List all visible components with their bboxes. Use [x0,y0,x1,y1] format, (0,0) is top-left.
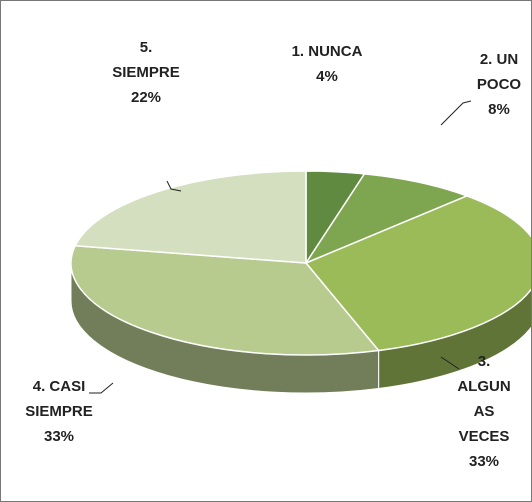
leader-lines [89,100,472,394]
slice-label: 5. SIEMPRE 22% [106,35,186,110]
category-label: 2. UN POCO [476,51,522,93]
leader-line [89,382,114,394]
slice [304,195,531,352]
slice-label: 1. NUNCA 4% [291,39,363,89]
leader-line [440,100,472,126]
category-label: 3. ALGUNAS VECES [457,353,511,445]
slice-label: 3. ALGUNAS VECES 33% [453,349,515,474]
category-label: 1. NUNCA [291,43,363,60]
slice [74,170,307,264]
value-label: 4% [316,68,338,85]
value-label: 33% [43,428,75,445]
leader-line [440,356,460,370]
category-label: 4. CASI SIEMPRE [25,378,93,420]
slice [70,244,381,356]
pie [70,170,531,394]
category-label: 5. SIEMPRE [112,39,180,81]
slice-label: 2. UN POCO 8% [471,47,527,122]
value-label: 33% [468,453,500,470]
value-label: 22% [130,89,162,106]
leader-line [166,180,182,192]
slice-label: 4. CASI SIEMPRE 33% [23,374,95,449]
value-label: 8% [488,101,510,118]
slice [304,173,469,265]
